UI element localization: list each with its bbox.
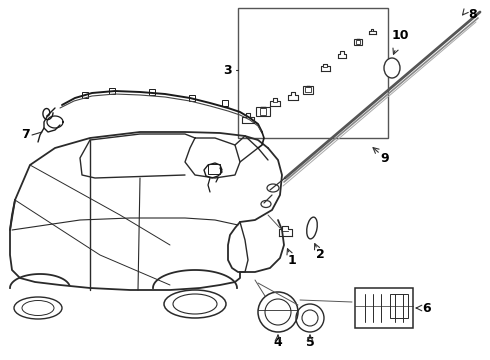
Bar [109, 88, 115, 94]
Bar [356, 40, 360, 44]
Bar [189, 95, 195, 101]
Bar [82, 92, 88, 98]
Bar [260, 108, 266, 115]
Bar [355, 288, 413, 328]
Text: 6: 6 [422, 302, 431, 315]
Bar [305, 87, 311, 92]
Ellipse shape [384, 58, 400, 78]
Bar [222, 100, 228, 106]
Text: 8: 8 [468, 8, 477, 21]
Text: 1: 1 [288, 253, 296, 266]
Text: 4: 4 [273, 336, 282, 348]
Bar [208, 164, 220, 174]
Bar [238, 8, 388, 138]
Text: 5: 5 [306, 336, 315, 348]
Bar [354, 39, 362, 45]
Bar [303, 85, 314, 94]
Text: 9: 9 [381, 152, 390, 165]
Bar [256, 107, 270, 116]
Bar [149, 89, 155, 95]
Bar [390, 294, 408, 318]
Text: 10: 10 [391, 29, 409, 42]
Text: 2: 2 [316, 248, 324, 261]
Text: 3: 3 [223, 63, 232, 77]
Text: 7: 7 [21, 129, 30, 141]
